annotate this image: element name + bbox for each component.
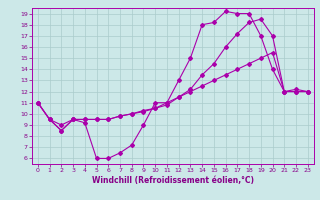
- X-axis label: Windchill (Refroidissement éolien,°C): Windchill (Refroidissement éolien,°C): [92, 176, 254, 185]
